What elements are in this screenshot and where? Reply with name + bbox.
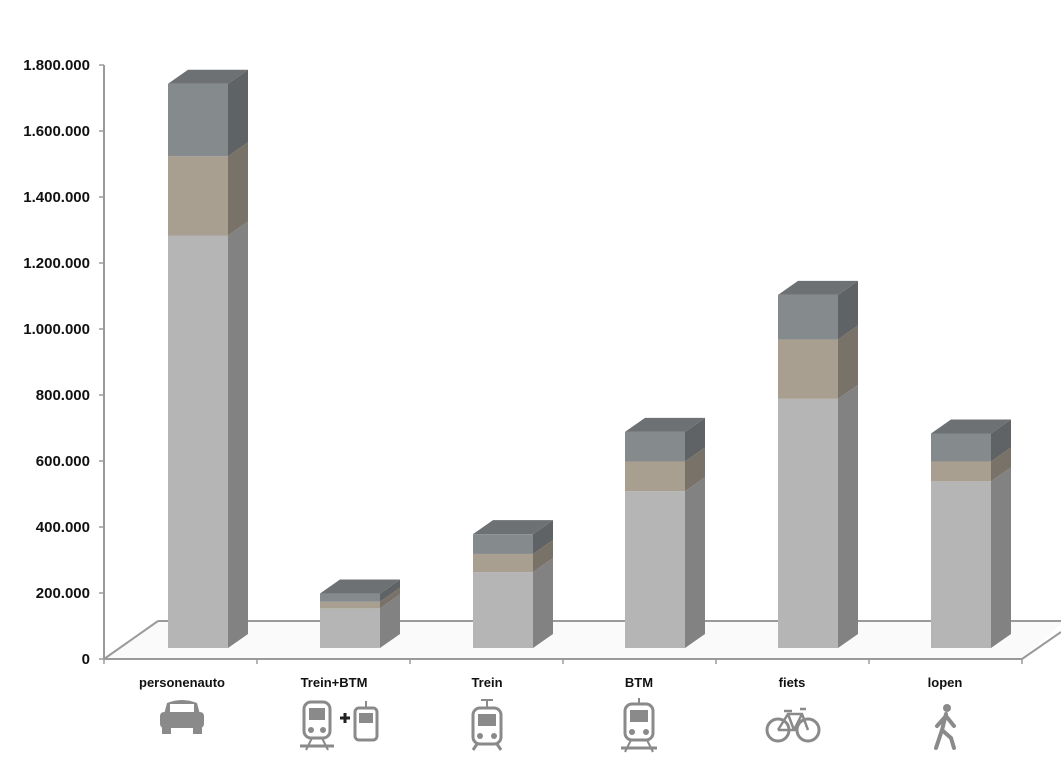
bar-segment-2 bbox=[931, 461, 991, 482]
bar-segment-2-side bbox=[685, 447, 705, 492]
y-tick-label: 0 bbox=[82, 651, 90, 668]
bar-segment-2 bbox=[778, 339, 838, 399]
x-category-label: lopen bbox=[928, 675, 963, 690]
category-icons bbox=[160, 698, 956, 753]
bar-top-face bbox=[931, 419, 1011, 434]
bar-segment-3 bbox=[320, 593, 380, 602]
bar-segment-2-side bbox=[991, 447, 1011, 482]
y-tick-label: 800.000 bbox=[36, 387, 90, 404]
y-tick-label: 600.000 bbox=[36, 453, 90, 470]
bar-segment-1 bbox=[168, 235, 228, 648]
bar-segment-1-side bbox=[228, 221, 248, 648]
bar-segment-1-side bbox=[838, 384, 858, 648]
x-category-label: fiets bbox=[779, 675, 806, 690]
bar-segment-3-side bbox=[838, 280, 858, 340]
bicycle-icon bbox=[765, 707, 821, 743]
tram-icon bbox=[621, 698, 657, 753]
bar-segment-1-side bbox=[991, 467, 1011, 648]
bar-segment-2 bbox=[473, 553, 533, 573]
y-tick-label: 400.000 bbox=[36, 519, 90, 536]
bar-stack-personenauto bbox=[168, 69, 248, 648]
y-tick-label: 1.800.000 bbox=[23, 57, 90, 74]
bar-segment-1-side bbox=[380, 594, 400, 648]
floor-left-edge bbox=[103, 620, 159, 660]
bar-segment-2 bbox=[320, 601, 380, 609]
bar-segment-1 bbox=[778, 398, 838, 648]
bar-segment-3 bbox=[778, 294, 838, 340]
bar-segment-3 bbox=[625, 431, 685, 462]
bar-segment-3-side bbox=[991, 419, 1011, 462]
bar-segment-3-side bbox=[380, 579, 400, 602]
bar-stack-btm bbox=[625, 417, 705, 648]
bar-segment-2-side bbox=[533, 539, 553, 573]
bar-segment-1-side bbox=[533, 558, 553, 648]
x-category-label: Trein bbox=[471, 675, 502, 690]
bar-segment-3 bbox=[473, 534, 533, 554]
train-icon bbox=[471, 699, 503, 751]
y-axis: 0 200.000 400.000 600.000 800.000 1.000.000 1.… bbox=[23, 57, 105, 668]
bar-segment-2-side bbox=[838, 325, 858, 399]
y-tick-label: 1.600.000 bbox=[23, 123, 90, 140]
y-tick-label: 1.200.000 bbox=[23, 255, 90, 272]
bar-segment-3-side bbox=[533, 520, 553, 554]
bar-segment-1 bbox=[320, 608, 380, 648]
bar-stack-trein-btm bbox=[320, 579, 400, 648]
y-tick-label: 1.400.000 bbox=[23, 189, 90, 206]
bar-segment-1 bbox=[625, 491, 685, 648]
x-axis-labels: personenauto Trein+BTM Trein BTM fiets lopen bbox=[139, 675, 962, 690]
train-plus-bus-icon bbox=[300, 700, 379, 751]
floor-right-edge bbox=[1021, 631, 1061, 660]
bar-segment-1 bbox=[473, 572, 533, 648]
bar-stack-lopen bbox=[931, 419, 1011, 648]
car-icon bbox=[160, 700, 204, 734]
bar-segment-2 bbox=[168, 156, 228, 236]
bar-segment-3-side bbox=[228, 69, 248, 157]
pedestrian-icon bbox=[934, 704, 956, 750]
bar-stack-trein bbox=[473, 520, 553, 648]
bar-segment-2-side bbox=[380, 587, 400, 609]
bar-segment-2 bbox=[625, 461, 685, 492]
bar-top-face bbox=[778, 280, 858, 295]
bar-segment-1 bbox=[931, 481, 991, 648]
x-category-label: Trein+BTM bbox=[301, 675, 368, 690]
bar-top-face bbox=[625, 417, 705, 432]
bar-stack-fiets bbox=[778, 280, 858, 648]
bar-segment-3-side bbox=[685, 417, 705, 462]
bar-top-face bbox=[473, 520, 553, 535]
y-tick-label: 1.000.000 bbox=[23, 321, 90, 338]
bar-segment-3 bbox=[931, 433, 991, 462]
bar-segment-2-side bbox=[228, 142, 248, 236]
bar-top-face bbox=[320, 579, 400, 594]
bar-top-face bbox=[168, 69, 248, 84]
x-category-label: BTM bbox=[625, 675, 653, 690]
x-category-label: personenauto bbox=[139, 675, 225, 690]
bar-segment-3 bbox=[168, 83, 228, 157]
bars bbox=[168, 69, 1011, 648]
y-tick-label: 200.000 bbox=[36, 585, 90, 602]
bar-segment-1-side bbox=[685, 477, 705, 648]
